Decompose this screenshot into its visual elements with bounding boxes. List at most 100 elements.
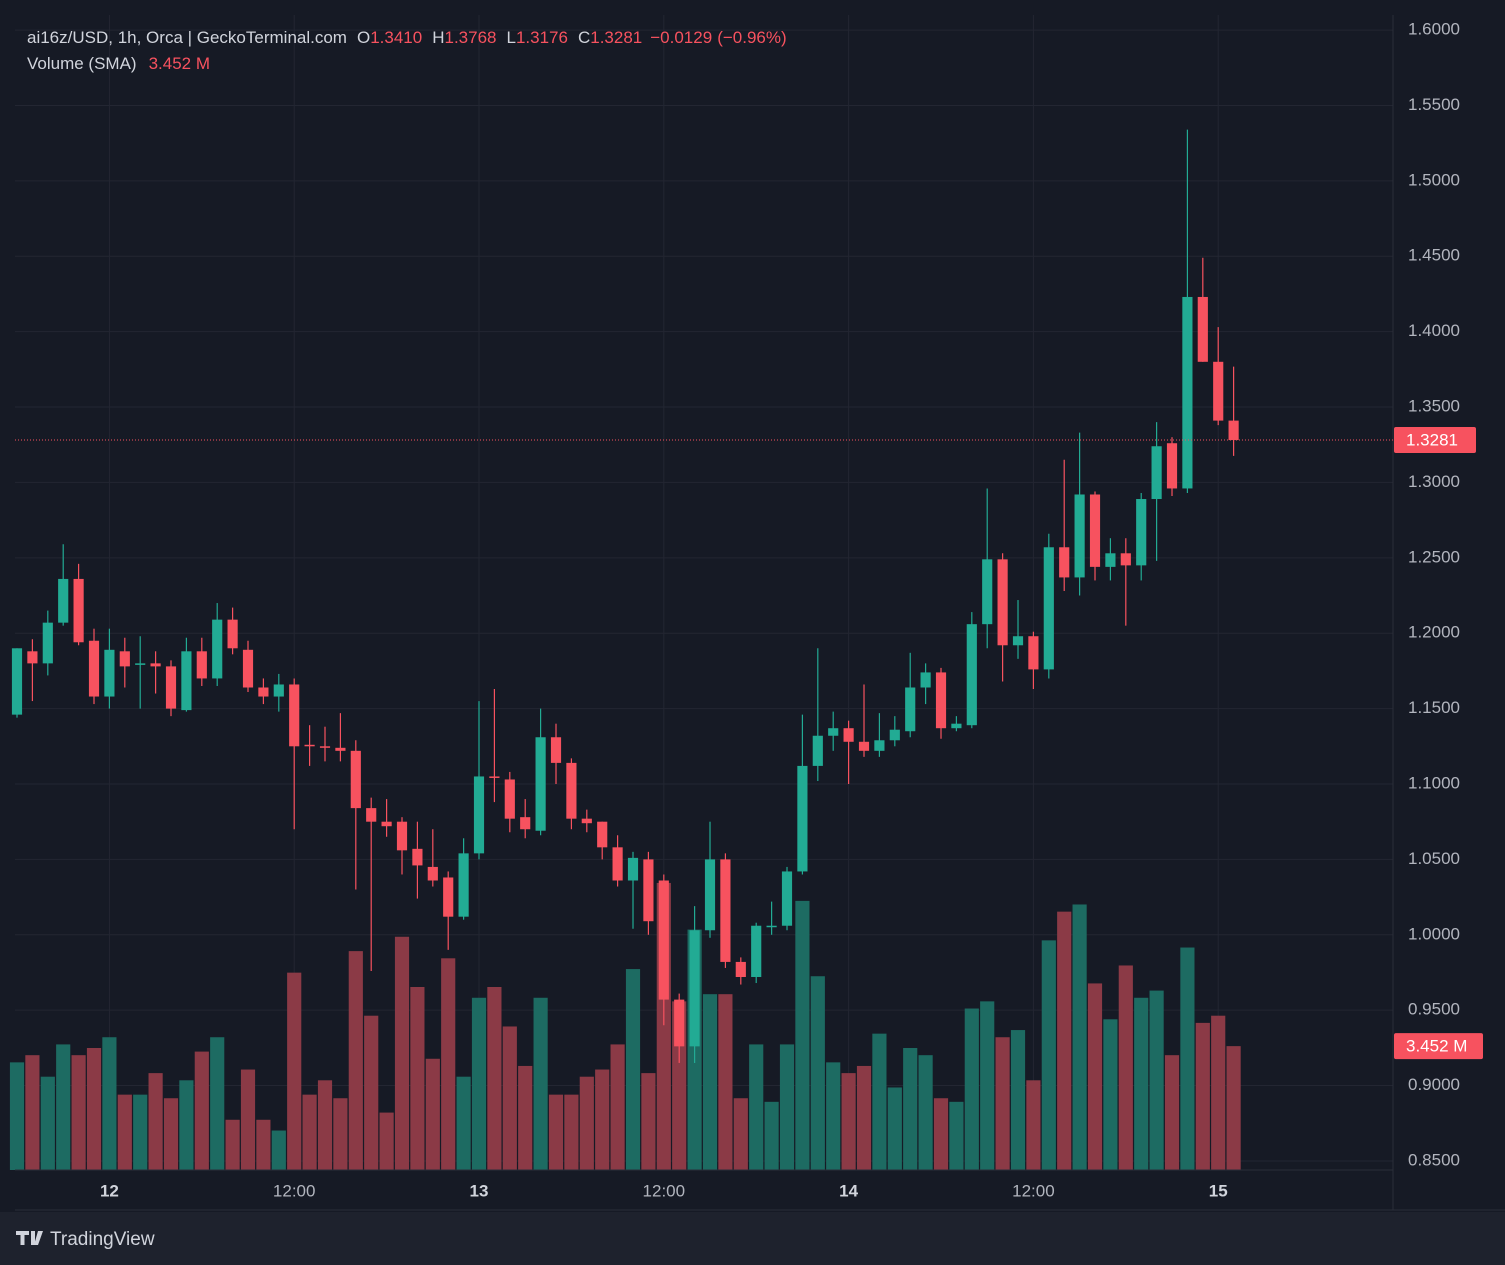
candle-body (920, 672, 931, 688)
candle-body (104, 649, 115, 697)
axes: 0.8500 0.9000 0.9500 1.0000 1.0500 1.1000 1.15… (15, 20, 1483, 1200)
volume-bar (86, 1048, 102, 1170)
volume-bar (302, 1094, 317, 1170)
x-tick-label: 12:00 (273, 1181, 316, 1200)
candle-body (258, 687, 269, 697)
volume-bar (795, 900, 810, 1170)
candle-body (1074, 494, 1085, 578)
candle-body (135, 663, 146, 665)
volume-bar (980, 1001, 995, 1170)
candle-body (581, 818, 592, 824)
legend-text: 1.3176 (516, 28, 568, 47)
candle-body (489, 776, 500, 778)
volume-bar (548, 1094, 564, 1170)
volume-bar (1195, 1022, 1210, 1170)
candle-body (735, 961, 746, 977)
volume-bar (133, 1094, 148, 1170)
candle-body (843, 728, 854, 742)
candle-body (828, 728, 839, 736)
y-tick-label: 1.1500 (1408, 698, 1460, 717)
y-tick-label: 1.2000 (1408, 623, 1460, 642)
candle-body (319, 746, 331, 748)
candle-body (1182, 296, 1193, 489)
volume-bar (1010, 1030, 1026, 1170)
y-tick-label: 1.3500 (1408, 397, 1460, 416)
candle-body (427, 866, 438, 881)
candle-body (874, 740, 885, 751)
volume-bar (1149, 990, 1164, 1170)
volume-bar (595, 1069, 610, 1170)
volume-bar (441, 958, 456, 1170)
candle-body (1028, 636, 1039, 670)
volume-bar (333, 1098, 348, 1170)
volume-bar (71, 1055, 86, 1170)
candle-body (396, 821, 408, 851)
volume-bar (841, 1073, 856, 1170)
y-tick-label: 1.0500 (1408, 849, 1460, 868)
volume-bar (1211, 1015, 1226, 1170)
candle-body (1120, 553, 1131, 566)
legend-text: ai16z/USD, 1h, Orca | GeckoTerminal.com (27, 28, 347, 47)
candle-body (1151, 446, 1162, 500)
y-tick-label: 0.9500 (1408, 1000, 1460, 1019)
volume-bar (256, 1119, 271, 1170)
volume-bar (410, 987, 425, 1170)
candle-body (1059, 547, 1070, 578)
y-tick-label: 1.1000 (1408, 773, 1460, 792)
x-tick-label: 12:00 (1012, 1181, 1055, 1200)
candle-body (751, 925, 762, 977)
volume-badge-label: 3.452 M (1406, 1037, 1467, 1056)
y-tick-label: 1.2500 (1408, 547, 1460, 566)
volume-bar (287, 972, 302, 1170)
candle-body (150, 663, 161, 667)
volume-bar (425, 1058, 440, 1170)
x-tick-label: 15 (1209, 1181, 1228, 1200)
candle-body (612, 847, 623, 881)
x-tick-label: 13 (470, 1181, 489, 1200)
legend-text: L (507, 28, 516, 47)
volume-bar (810, 976, 825, 1170)
volume-bar (856, 1065, 872, 1170)
volume-bar (625, 969, 641, 1170)
candle-body (982, 559, 993, 625)
volume-bar (826, 1062, 841, 1170)
legend-text: Volume (SMA) (27, 54, 137, 73)
candle-body (889, 729, 900, 741)
brand-logo: TradingView (16, 1229, 155, 1250)
y-tick-label: 1.4500 (1408, 246, 1460, 265)
volume-bar (271, 1130, 286, 1170)
candle-body (335, 747, 346, 751)
legend-text: H (432, 28, 444, 47)
volume-bar (702, 994, 718, 1170)
volume-bar (533, 997, 548, 1170)
candle-body (366, 808, 377, 822)
volume-bar (949, 1101, 964, 1170)
candle-body (535, 737, 546, 831)
candle-body (520, 817, 531, 830)
y-tick-label: 0.9000 (1408, 1075, 1460, 1094)
last-price-label: 1.3281 (1406, 431, 1458, 450)
legend-text: 3.452 M (149, 54, 210, 73)
candle-body (1166, 443, 1178, 489)
candle-body (212, 619, 223, 679)
y-tick-label: 1.3000 (1408, 472, 1460, 491)
candle-body (1228, 420, 1239, 441)
candle-body (597, 821, 608, 848)
volume-bar (348, 951, 363, 1170)
candle-body (951, 723, 962, 729)
volume-bar (1226, 1046, 1241, 1170)
candle-body (905, 687, 916, 732)
legend-text: −0.0129 (650, 28, 712, 47)
volume-bar (1041, 940, 1056, 1170)
volume-bar (179, 1080, 194, 1170)
candle-body (720, 859, 731, 962)
volume-bar (1072, 904, 1087, 1170)
volume-bar (749, 1044, 764, 1170)
candle-body (1105, 553, 1116, 567)
volume-pane (9, 882, 1241, 1170)
volume-bar (240, 1069, 256, 1170)
volume-bar (887, 1087, 902, 1170)
candle-body (443, 877, 454, 917)
candle-body (689, 930, 700, 1047)
